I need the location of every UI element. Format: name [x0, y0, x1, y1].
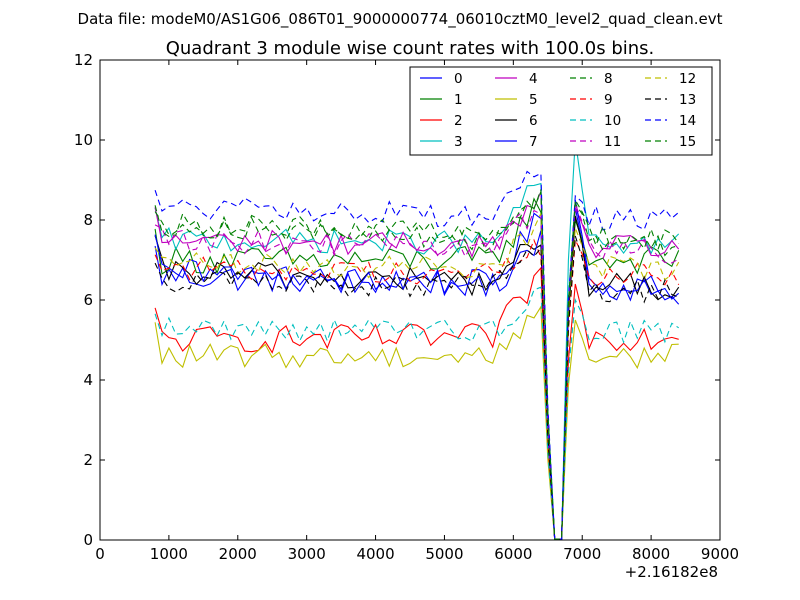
figure-suptitle: Data file: modeM0/AS1G06_086T01_90000007…	[78, 10, 723, 29]
legend-label-5: 5	[529, 92, 538, 108]
y-tick-label: 0	[83, 531, 93, 549]
legend-label-3: 3	[454, 134, 463, 150]
series-line-12	[154, 213, 680, 540]
series-line-9	[154, 237, 680, 540]
legend-label-15: 15	[679, 134, 696, 150]
legend-box	[409, 66, 713, 156]
series-line-5	[154, 305, 679, 540]
series-line-13	[154, 235, 679, 540]
x-tick-label: 7000	[563, 545, 601, 563]
series-line-8	[154, 191, 679, 540]
series-line-11	[154, 203, 679, 540]
y-tick-label: 2	[83, 451, 93, 469]
legend-label-1: 1	[454, 92, 463, 108]
x-tick-label: 3000	[288, 545, 326, 563]
x-tick-label: 6000	[494, 545, 532, 563]
y-tick-label: 8	[83, 211, 93, 229]
legend-label-10: 10	[604, 113, 621, 129]
x-tick-label: 9000	[701, 545, 739, 563]
x-offset-label: +2.16182e8	[625, 563, 718, 581]
legend-label-14: 14	[679, 113, 696, 129]
x-tick-label: 1000	[150, 545, 188, 563]
y-tick-label: 4	[83, 371, 93, 389]
x-tick-label: 2000	[219, 545, 257, 563]
legend-label-6: 6	[529, 113, 538, 129]
plot-lines	[154, 139, 680, 540]
legend-label-12: 12	[679, 71, 696, 87]
y-tick-label: 10	[74, 131, 93, 149]
series-line-10	[154, 286, 680, 540]
series-line-14	[154, 170, 680, 540]
legend-label-8: 8	[604, 71, 613, 87]
axis-ticks: 0 1000 2000 3000 4000 5000 6000 7000 8000 9000 0 2 4…	[74, 51, 739, 563]
legend-label-4: 4	[529, 71, 538, 87]
x-tick-label: 5000	[425, 545, 463, 563]
x-tick-label: 8000	[632, 545, 670, 563]
series-line-6	[154, 215, 680, 540]
y-tick-label: 12	[74, 51, 93, 69]
legend-label-9: 9	[604, 92, 613, 108]
x-tick-label: 4000	[356, 545, 394, 563]
x-tick-label: 0	[95, 545, 105, 563]
y-tick-label: 6	[83, 291, 93, 309]
series-line-2	[154, 266, 679, 540]
legend-label-11: 11	[604, 134, 621, 150]
legend-label-2: 2	[454, 113, 463, 129]
series-line-15	[154, 189, 680, 540]
legend-label-7: 7	[529, 134, 538, 150]
legend-label-0: 0	[454, 71, 463, 87]
legend-label-13: 13	[679, 92, 696, 108]
chart-title: Quadrant 3 module wise count rates with …	[166, 38, 655, 59]
